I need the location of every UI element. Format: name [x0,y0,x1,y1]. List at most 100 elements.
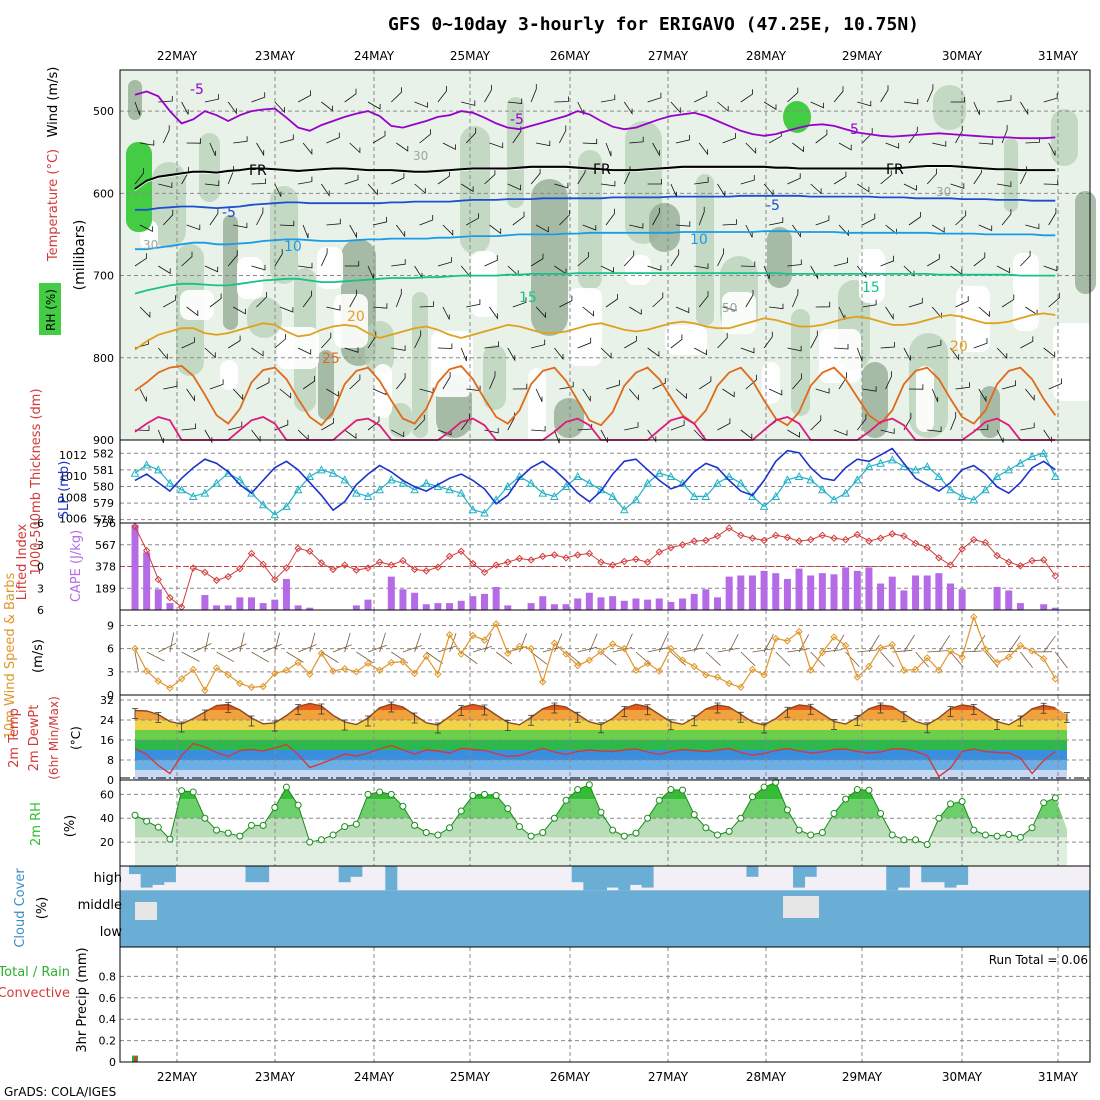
wind-barb [279,306,294,313]
top-date-label: 30MAY [942,49,983,63]
lifted-index-marker [748,534,757,542]
temp-minmax-bar [784,706,791,718]
rh-marker [282,783,290,791]
rh-marker [306,838,314,846]
wind-barb [1048,208,1057,226]
lifted-index-marker [375,558,384,566]
wind-barb [787,259,802,267]
bottom-date-label: 30MAY [942,1070,983,1084]
precip-tick-label: 0.4 [99,1013,117,1026]
slp-thickness-panel: 582 581 580 579 578 1012 1010 1008 1006 1000-500m… [29,388,1091,576]
pressure-tick-label: 600 [93,187,114,200]
wind-barb [815,301,831,308]
wind-barb [792,224,801,238]
wind-barb [162,125,170,144]
temp-color-bands [135,703,1067,780]
cape-bar [306,607,314,610]
wind-barb [978,388,987,403]
wind-barb [698,206,705,226]
li-tick-label: 0 [37,561,44,574]
wind-barb [321,248,328,267]
lifted-index-marker [201,568,209,577]
wind-barb [1001,209,1012,226]
thickness-tick-label: 579 [93,497,114,510]
top-date-label: 29MAY [842,49,883,63]
cloud-high-bar [163,866,176,883]
wind-speed-marker [166,684,174,692]
wind10m-units: (m/s) [31,639,46,673]
cloud-gap [783,896,819,918]
cape-bar [574,598,582,610]
temp-minmax-bar [434,722,441,734]
temp-units: (°C) [69,726,83,750]
wind-barb [391,259,406,267]
wind-barb [535,306,546,319]
wind-barb [926,168,937,185]
wind-speed-marker [352,668,361,676]
rh-blob [933,85,966,130]
wind-barb [810,330,818,349]
wind10m-barb [332,644,352,653]
wind-barb [437,86,447,103]
isotherm-label: 15 [519,290,537,306]
wind10m-barb [973,635,986,653]
cape-bar [888,576,896,610]
temp-minmax-bar [831,719,837,730]
wind-barb [833,344,849,350]
wind-barb [857,100,872,107]
wind-barb [833,171,847,185]
thickness-marker [585,478,594,487]
wind-barb [251,429,261,443]
thickness-marker [270,510,280,519]
cloud-units: (%) [35,897,50,920]
temp-minmax-bar [854,715,861,726]
rh-marker [422,829,430,837]
lifted-index-marker [795,537,803,545]
wind-tick-label: 9 [107,619,114,632]
lifted-index-marker [469,559,477,568]
wind-barb [815,388,830,394]
cape-bar [1040,604,1048,610]
wind10m-barb [181,651,200,662]
lifted-index-marker [935,554,943,562]
wind-barb [466,299,481,308]
wind-barb [228,421,243,431]
thickness-marker [421,478,431,487]
precip-convective-label: Convective [0,986,70,1001]
bottom-date-label: 25MAY [450,1070,491,1084]
grads-credit: GrADS: COLA/IGES [4,1085,116,1099]
rh-marker [1051,794,1059,802]
rh-marker [888,831,896,839]
wind10m-barb [647,647,668,653]
lifted-index-marker [504,558,512,566]
wind-barb [973,101,980,115]
wind-barb [932,141,947,147]
thickness-marker [177,485,186,494]
wind-barb [600,429,608,443]
cape-bar [783,578,791,610]
cape-bar [877,583,885,610]
rh2m-units: (%) [63,815,78,838]
wind-speed-marker [306,670,314,678]
lifted-index-marker [352,566,361,574]
wind-speed-marker [131,644,139,653]
wind-barb [367,183,378,196]
wind-barb [344,261,360,267]
isotherm-label: -5 [766,198,780,214]
bottom-date-label: 27MAY [648,1070,689,1084]
wind-speed-marker [806,666,815,674]
precip-total-label: Total / Rain [0,965,70,980]
wind-speed-marker [725,679,733,688]
wind-speed-marker [1016,641,1025,650]
wind-speed-marker [981,645,990,654]
wind-barb [1001,294,1015,308]
thickness-marker [410,485,419,494]
cape-bar [900,590,908,610]
wind-barb [1048,378,1062,390]
temp-minmax-bar [388,701,395,713]
wind-barb [512,297,527,308]
cape-bar [760,570,768,610]
lifted-index-marker [399,556,407,565]
wind-speed-marker [375,666,384,674]
thickness-marker [922,462,932,471]
